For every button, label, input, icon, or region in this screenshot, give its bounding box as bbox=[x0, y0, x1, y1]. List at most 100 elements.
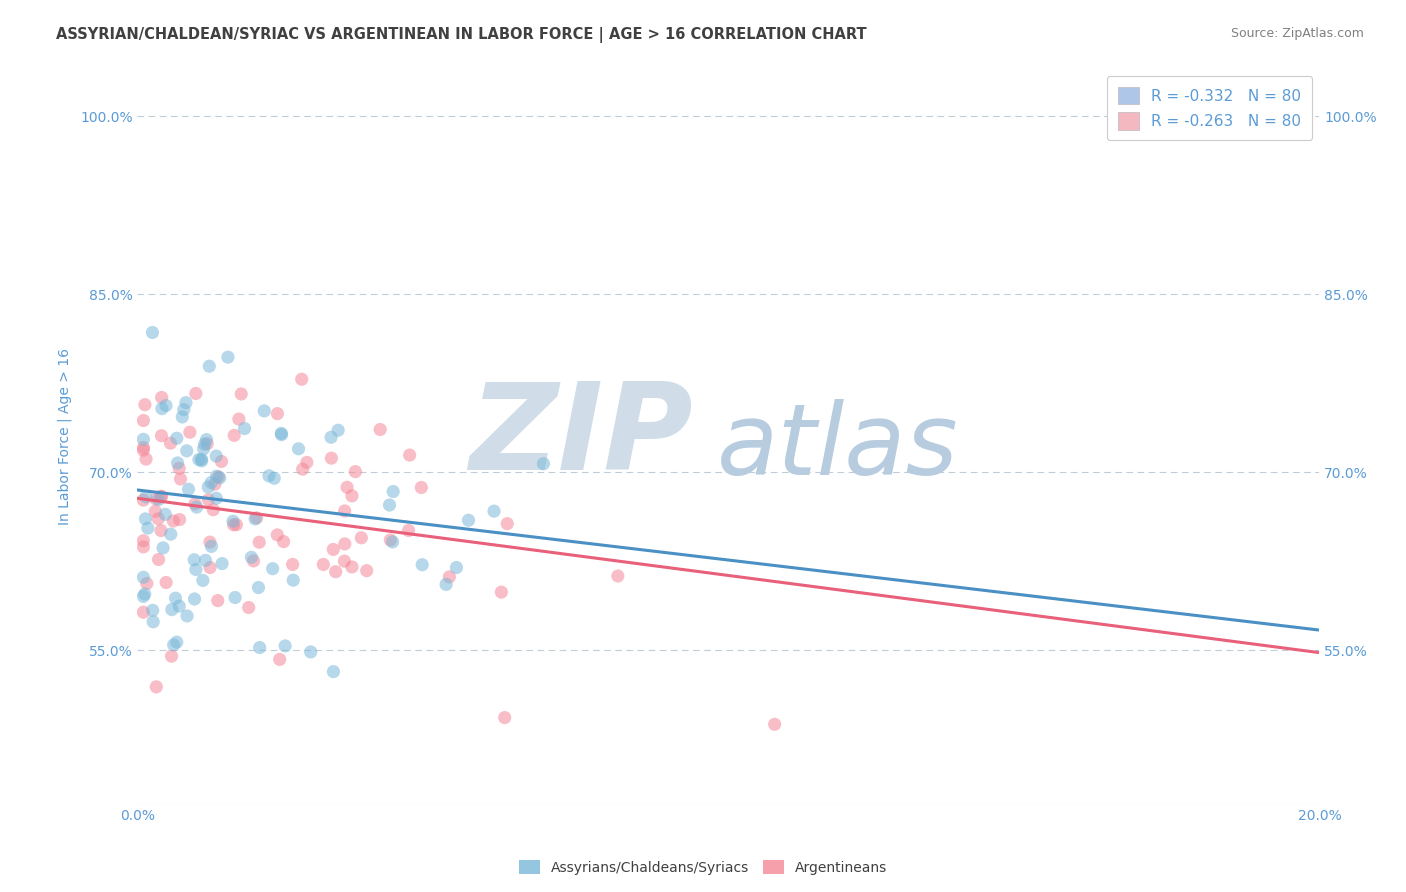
Point bbox=[205, 449, 228, 463]
Point bbox=[411, 481, 433, 495]
Point bbox=[194, 437, 217, 451]
Point bbox=[176, 609, 198, 624]
Point bbox=[197, 492, 219, 507]
Point bbox=[287, 442, 309, 456]
Point bbox=[238, 600, 260, 615]
Point bbox=[184, 562, 207, 576]
Point bbox=[228, 412, 250, 426]
Point bbox=[225, 517, 247, 532]
Point bbox=[224, 591, 246, 605]
Point bbox=[205, 469, 228, 483]
Point bbox=[274, 639, 297, 653]
Point bbox=[200, 475, 222, 490]
Point bbox=[132, 540, 155, 554]
Point bbox=[446, 560, 468, 574]
Point bbox=[198, 359, 221, 374]
Point bbox=[166, 635, 188, 649]
Point bbox=[143, 504, 166, 518]
Point bbox=[291, 462, 314, 476]
Point bbox=[167, 461, 190, 475]
Point bbox=[132, 433, 155, 447]
Point bbox=[148, 492, 170, 507]
Point bbox=[533, 457, 555, 471]
Point bbox=[208, 471, 231, 485]
Point bbox=[172, 409, 194, 424]
Point bbox=[204, 477, 226, 491]
Point bbox=[368, 423, 391, 437]
Point bbox=[200, 540, 222, 554]
Text: atlas: atlas bbox=[717, 399, 959, 496]
Point bbox=[141, 326, 163, 340]
Point bbox=[148, 552, 170, 566]
Point bbox=[150, 524, 173, 538]
Point bbox=[262, 562, 284, 576]
Point bbox=[166, 431, 188, 445]
Point bbox=[606, 569, 628, 583]
Point bbox=[243, 512, 266, 526]
Point bbox=[169, 472, 191, 486]
Point bbox=[247, 581, 270, 595]
Point bbox=[179, 425, 201, 440]
Point bbox=[380, 533, 402, 547]
Point bbox=[322, 542, 344, 557]
Point bbox=[496, 516, 519, 531]
Point bbox=[132, 413, 155, 427]
Point bbox=[333, 537, 356, 551]
Point bbox=[222, 517, 245, 532]
Point bbox=[183, 592, 205, 607]
Point bbox=[205, 491, 228, 506]
Point bbox=[193, 442, 215, 456]
Point bbox=[136, 521, 159, 535]
Point bbox=[173, 402, 195, 417]
Point bbox=[184, 386, 207, 401]
Point bbox=[135, 490, 157, 504]
Point bbox=[135, 452, 157, 467]
Point bbox=[291, 372, 314, 386]
Point bbox=[491, 585, 513, 599]
Point bbox=[398, 524, 420, 538]
Point bbox=[162, 514, 184, 528]
Point bbox=[132, 570, 155, 584]
Point bbox=[132, 493, 155, 508]
Point bbox=[176, 443, 198, 458]
Point bbox=[482, 504, 505, 518]
Point bbox=[190, 454, 212, 468]
Point bbox=[186, 500, 208, 515]
Point bbox=[166, 456, 188, 470]
Point bbox=[197, 480, 219, 494]
Point bbox=[382, 484, 405, 499]
Point bbox=[167, 599, 190, 614]
Point bbox=[148, 512, 170, 526]
Point bbox=[150, 428, 173, 442]
Point bbox=[319, 430, 342, 444]
Point bbox=[257, 468, 280, 483]
Point bbox=[195, 436, 218, 450]
Point bbox=[163, 638, 186, 652]
Point bbox=[187, 452, 209, 467]
Point bbox=[233, 421, 256, 435]
Point bbox=[142, 615, 165, 629]
Point bbox=[312, 558, 335, 572]
Point bbox=[132, 443, 155, 458]
Point bbox=[398, 448, 420, 462]
Point bbox=[155, 508, 177, 522]
Point bbox=[411, 558, 433, 572]
Point bbox=[132, 605, 155, 619]
Point bbox=[132, 441, 155, 455]
Point bbox=[439, 570, 461, 584]
Point bbox=[378, 498, 401, 512]
Point bbox=[134, 398, 156, 412]
Point bbox=[350, 531, 373, 545]
Point bbox=[191, 574, 214, 588]
Point bbox=[242, 554, 264, 568]
Point bbox=[266, 528, 288, 542]
Point bbox=[174, 395, 197, 409]
Point bbox=[184, 497, 207, 511]
Point bbox=[434, 577, 457, 591]
Point bbox=[152, 541, 174, 555]
Point bbox=[340, 560, 363, 574]
Point bbox=[160, 649, 183, 664]
Point bbox=[247, 535, 270, 549]
Point bbox=[249, 640, 271, 655]
Point bbox=[134, 512, 156, 526]
